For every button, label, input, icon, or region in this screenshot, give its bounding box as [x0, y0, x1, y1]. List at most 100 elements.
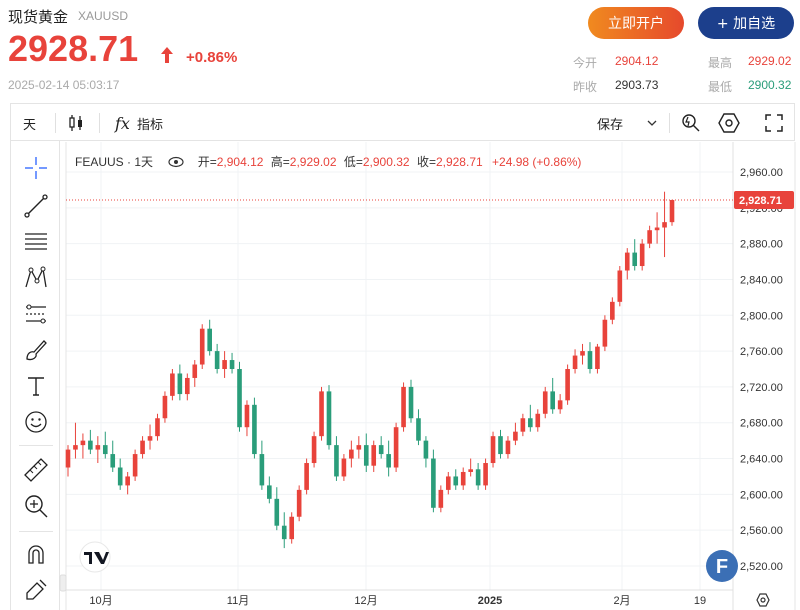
last-price-label: 2,928.71	[739, 195, 782, 207]
candle-body	[513, 431, 518, 441]
candle	[624, 248, 630, 280]
candle-body	[602, 319, 608, 347]
candle	[304, 458, 309, 495]
fullscreen-icon	[765, 114, 783, 132]
candle-body	[624, 252, 630, 271]
candle-body	[408, 386, 414, 419]
candle	[244, 400, 250, 437]
candle-body	[617, 270, 623, 302]
y-tick-label: 2,520.00	[740, 561, 783, 573]
candle	[386, 440, 391, 477]
chevron-down-icon	[647, 120, 657, 126]
candle	[565, 364, 570, 405]
open-account-button[interactable]: 立即开户	[588, 7, 684, 39]
brush-icon[interactable]	[23, 337, 49, 363]
y-tick-label: 2,720.00	[740, 382, 783, 394]
candle-body	[632, 252, 638, 267]
candle	[498, 429, 503, 459]
candle	[610, 297, 615, 325]
low-label: 最低	[708, 80, 733, 94]
candle-body	[483, 463, 488, 486]
pattern-icon[interactable]	[23, 265, 49, 291]
emoji-icon[interactable]	[23, 409, 49, 435]
candle-body	[587, 351, 593, 369]
lock-drawing-icon[interactable]	[23, 577, 49, 603]
candle-body	[237, 369, 242, 428]
candle	[490, 431, 496, 468]
candle	[289, 512, 295, 544]
fib-retracement-icon[interactable]	[23, 229, 49, 255]
prediction-icon[interactable]	[23, 301, 49, 327]
candle-body	[662, 222, 667, 228]
candle-body	[595, 346, 600, 369]
candle	[110, 440, 116, 472]
text-tool-icon[interactable]	[23, 373, 49, 399]
candle	[177, 364, 183, 401]
candle-type-button[interactable]	[67, 104, 85, 142]
candle	[274, 487, 280, 531]
candle	[102, 431, 108, 459]
quick-search-button[interactable]	[681, 104, 701, 142]
save-button[interactable]: 保存	[597, 104, 623, 142]
legend-symbol: FEAUUS · 1天	[75, 155, 154, 169]
zoom-in-icon[interactable]	[23, 493, 49, 519]
current-price: 2928.71	[8, 28, 139, 69]
candle	[580, 343, 585, 365]
trend-line-icon[interactable]	[23, 193, 49, 219]
candle	[662, 191, 667, 258]
candle	[311, 431, 317, 468]
settings-button[interactable]	[718, 104, 740, 142]
interval-selector[interactable]: 天	[23, 117, 37, 133]
candle-body	[371, 445, 377, 466]
fx-icon: fx	[115, 113, 130, 133]
candle	[595, 343, 600, 374]
candle	[222, 351, 227, 378]
legend-low-value: 2,900.32	[362, 155, 410, 169]
candle	[73, 422, 78, 459]
chart-legend: FEAUUS · 1天 开=2,904.12 高=2,929.02 低=2,90…	[75, 153, 581, 171]
candle	[319, 386, 324, 441]
candle-body	[289, 516, 295, 540]
legend-visibility-icon[interactable]	[168, 156, 184, 171]
candle	[363, 433, 369, 472]
add-watchlist-button[interactable]: + 加自选	[698, 7, 794, 39]
y-tick-label: 2,680.00	[740, 418, 783, 430]
candle-body	[304, 463, 309, 490]
indicators-label: 指标	[136, 117, 163, 133]
low-value: 2900.32	[748, 78, 792, 92]
candle-body	[669, 200, 675, 223]
candle-body	[207, 328, 212, 352]
legend-change: +24.98 (+0.86%)	[492, 155, 582, 169]
candle	[468, 458, 473, 477]
candle-body	[117, 467, 123, 486]
candle	[259, 440, 265, 490]
fullscreen-button[interactable]	[765, 104, 783, 142]
candle	[267, 476, 272, 504]
candle-body	[431, 458, 436, 508]
candle	[147, 424, 153, 450]
ruler-icon[interactable]	[23, 457, 49, 483]
candle	[423, 436, 429, 468]
crosshair-icon[interactable]	[23, 155, 49, 181]
candle-body	[229, 360, 235, 369]
candle	[170, 369, 175, 401]
candle	[125, 471, 130, 495]
candle	[326, 385, 332, 450]
legend-high-label: 高=	[270, 155, 290, 169]
indicators-button[interactable]: fx 指标	[115, 104, 163, 142]
save-options-dropdown[interactable]	[647, 104, 657, 142]
candle	[528, 404, 533, 432]
candle-body	[147, 436, 153, 441]
candle	[460, 467, 466, 490]
candle-body	[386, 454, 391, 468]
candle	[252, 397, 257, 459]
quick-search-icon	[682, 114, 700, 132]
y-tick-label: 2,880.00	[740, 239, 783, 251]
candle	[281, 512, 287, 549]
candle-body	[580, 351, 585, 356]
magnet-icon[interactable]	[23, 541, 49, 567]
candle	[669, 199, 675, 226]
candle-body	[498, 436, 503, 455]
candle-body	[281, 525, 287, 540]
